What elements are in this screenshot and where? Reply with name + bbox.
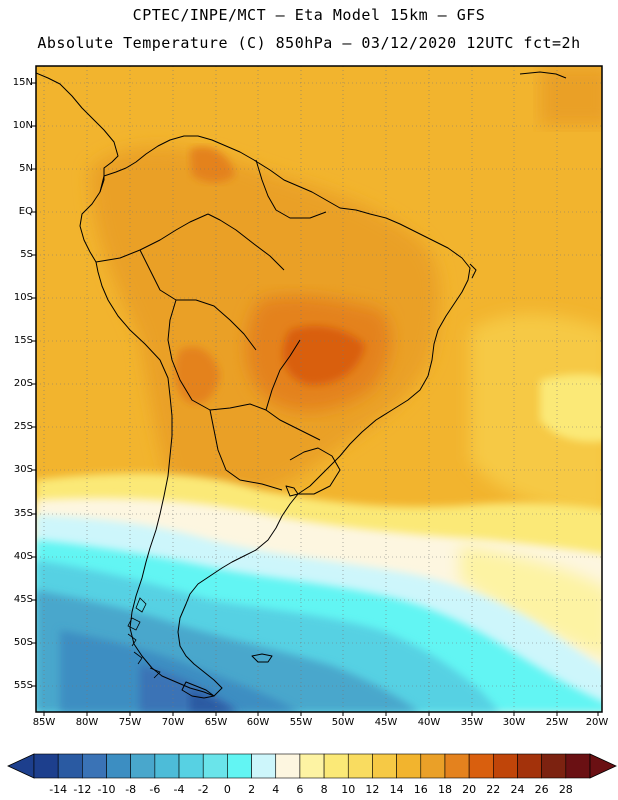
lon-label: 55W (289, 717, 313, 728)
colorbar (7, 753, 617, 779)
colorbar-swatch (468, 753, 494, 779)
colorbar-tick-label: 26 (534, 783, 549, 796)
colorbar-tick-label: 16 (413, 783, 428, 796)
colorbar-tick-label: -8 (125, 783, 137, 796)
colorbar-tick-label: -2 (197, 783, 209, 796)
lat-label: 5N (19, 163, 33, 174)
colorbar-min-arrow (7, 753, 35, 779)
colorbar-tick-label: 2 (248, 783, 256, 796)
temperature-field (36, 66, 602, 712)
lon-label: 25W (545, 717, 569, 728)
colorbar-swatch (420, 753, 446, 779)
lat-label: EQ (18, 206, 33, 217)
lon-label: 65W (204, 717, 228, 728)
colorbar-swatch (517, 753, 542, 779)
lat-label: 10N (12, 120, 33, 131)
colorbar-tick-label: 0 (223, 783, 231, 796)
coastlines (36, 71, 567, 699)
lon-label: 60W (246, 717, 270, 728)
lat-label: 15S (13, 335, 33, 346)
colorbar-swatch (493, 753, 518, 779)
lon-label: 80W (75, 717, 99, 728)
lat-label: 50S (13, 637, 33, 648)
colorbar-tick-label: 6 (296, 783, 304, 796)
colorbar-swatch (154, 753, 180, 779)
map-title-variable: Absolute Temperature (C) 850hPa – 03/12/… (37, 34, 581, 52)
lon-label: 85W (32, 717, 56, 728)
colorbar-swatch (130, 753, 156, 779)
colorbar-tick-label: 14 (389, 783, 404, 796)
lon-label: 30W (502, 717, 526, 728)
lon-label: 75W (118, 717, 142, 728)
lat-label: 40S (13, 551, 33, 562)
lon-label: 70W (161, 717, 185, 728)
colorbar-tick-label: -6 (149, 783, 161, 796)
map-title-model: CPTEC/INPE/MCT – Eta Model 15km – GFS (132, 6, 486, 24)
colorbar-swatch (444, 753, 470, 779)
colorbar-tick-label: 22 (486, 783, 501, 796)
colorbar-swatch (347, 753, 373, 779)
lat-label: 35S (13, 508, 33, 519)
lat-label: 15N (12, 77, 33, 88)
chile-archipelago (127, 597, 161, 679)
colorbar-swatch (57, 753, 83, 779)
colorbar-swatch (33, 753, 59, 779)
lon-label: 20W (585, 717, 609, 728)
lon-label: 40W (417, 717, 441, 728)
lat-label: 55S (13, 680, 33, 691)
colorbar-tick-label: -14 (49, 783, 68, 796)
lon-label: 50W (331, 717, 355, 728)
colorbar-tick-label: 8 (320, 783, 328, 796)
colorbar-swatch (372, 753, 397, 779)
colorbar-tick-label: 12 (365, 783, 380, 796)
colorbar-tick-label: -4 (173, 783, 185, 796)
colorbar-tick-label: 24 (510, 783, 525, 796)
colorbar-tick-label: -10 (97, 783, 116, 796)
colorbar-swatch (396, 753, 422, 779)
colorbar-swatch (541, 753, 567, 779)
colorbar-tick-label: 10 (341, 783, 356, 796)
colorbar-max-arrow (589, 753, 617, 779)
lat-label: 10S (13, 292, 33, 303)
colorbar-swatch (275, 753, 301, 779)
colorbar-swatch (227, 753, 252, 779)
colorbar-swatch (299, 753, 325, 779)
colorbar-tick-label: -12 (73, 783, 92, 796)
colorbar-swatch (202, 753, 228, 779)
colorbar-tick-label: 18 (437, 783, 452, 796)
lat-label: 45S (13, 594, 33, 605)
colorbar-swatch (251, 753, 277, 779)
colorbar-tick-label: 20 (462, 783, 477, 796)
lat-label: 25S (13, 421, 33, 432)
colorbar-tick-label: 4 (272, 783, 280, 796)
colorbar-swatch (106, 753, 131, 779)
colorbar-swatch (323, 753, 349, 779)
lat-label: 5S (20, 249, 33, 260)
lat-label: 20S (13, 378, 33, 389)
lon-label: 45W (374, 717, 398, 728)
colorbar-tick-label: 28 (558, 783, 573, 796)
colorbar-swatch (178, 753, 204, 779)
axis-ticks (32, 82, 599, 716)
colorbar-swatch (82, 753, 107, 779)
colorbar-swatch (565, 753, 591, 779)
map-frame (35, 65, 603, 713)
lon-label: 35W (460, 717, 484, 728)
lat-label: 30S (13, 464, 33, 475)
